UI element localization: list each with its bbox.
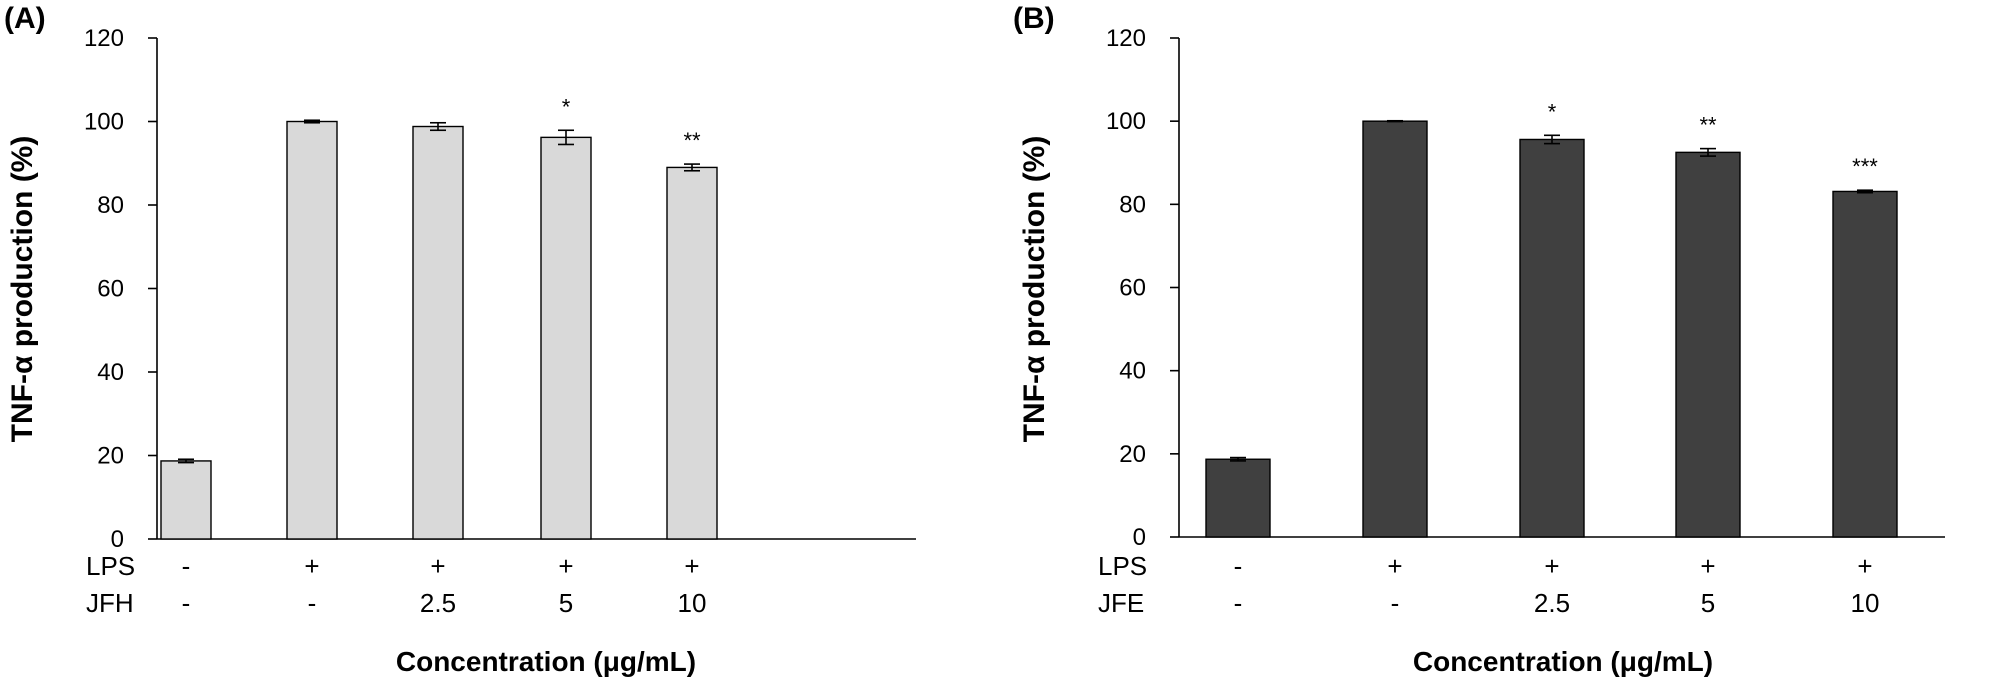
condition-value: + <box>1387 551 1402 581</box>
bar <box>1832 190 1898 538</box>
panel-b-label: (B) <box>1013 2 1055 35</box>
bar <box>160 460 212 540</box>
error-bar <box>558 129 574 146</box>
y-tick-label: 20 <box>1119 441 1146 468</box>
condition-value: + <box>558 551 573 581</box>
bar <box>1362 120 1428 538</box>
panel-b-error-bars <box>1230 119 1873 462</box>
significance-marker: *** <box>1852 154 1878 179</box>
y-tick-label: 80 <box>1119 191 1146 218</box>
panel-b-bars <box>1205 120 1898 538</box>
condition-value: + <box>684 551 699 581</box>
panel-b-condition-rows: - + + + + - - 2.5 5 10 <box>1234 551 1880 618</box>
y-tick-label: 20 <box>97 443 124 470</box>
error-bar <box>1700 147 1716 157</box>
significance-marker: ** <box>683 128 701 153</box>
panel-a-y-ticks: 0 20 40 60 80 100 120 <box>84 25 157 553</box>
condition-value: 10 <box>678 588 707 618</box>
y-tick-label: 80 <box>97 192 124 219</box>
panel-a-label: (A) <box>4 2 46 35</box>
panel-b-y-axis-label: TNF-α production (%) <box>1018 136 1051 443</box>
condition-value: + <box>430 551 445 581</box>
panel-a-row-label-jfh: JFH <box>86 588 134 618</box>
y-tick-label: 0 <box>1133 524 1146 551</box>
panel-a-x-axis-label: Concentration (μg/mL) <box>396 646 696 677</box>
y-tick-label: 0 <box>111 526 124 553</box>
panel-a: (A) TNF-α production (%) 0 20 40 60 80 100 120… <box>4 2 916 677</box>
condition-value: 5 <box>1701 588 1715 618</box>
y-tick-label: 120 <box>1106 25 1146 52</box>
y-tick-label: 100 <box>1106 108 1146 135</box>
error-bar <box>684 163 700 172</box>
panel-a-y-axis-label: TNF-α production (%) <box>6 136 39 443</box>
error-bar <box>178 458 194 464</box>
condition-value: - <box>182 551 191 581</box>
error-bar <box>1544 134 1560 145</box>
bar <box>666 166 718 540</box>
bar <box>286 120 338 540</box>
significance-marker: * <box>562 94 571 119</box>
y-tick-label: 60 <box>97 276 124 303</box>
bar <box>1675 151 1741 538</box>
condition-value: - <box>308 588 317 618</box>
bar <box>1205 458 1271 538</box>
error-bar <box>1230 456 1246 462</box>
condition-value: + <box>1544 551 1559 581</box>
panel-b-significance-markers: ****** <box>1548 99 1879 179</box>
condition-value: 10 <box>1851 588 1880 618</box>
y-tick-label: 100 <box>84 109 124 136</box>
condition-value: - <box>1234 588 1243 618</box>
condition-value: - <box>1391 588 1400 618</box>
panel-b-row-label-jfe: JFE <box>1098 588 1144 618</box>
panel-a-row-label-lps: LPS <box>86 551 135 581</box>
y-tick-label: 120 <box>84 25 124 52</box>
panel-a-significance-markers: *** <box>562 94 701 153</box>
y-tick-label: 40 <box>97 359 124 386</box>
significance-marker: ** <box>1699 113 1717 138</box>
condition-value: 2.5 <box>1534 588 1570 618</box>
bar <box>540 136 592 540</box>
panel-a-error-bars <box>178 119 700 464</box>
condition-value: - <box>182 588 191 618</box>
error-bar <box>304 119 320 124</box>
panel-b: (B) TNF-α production (%) 0 20 40 60 80 100 120… <box>1013 2 1945 677</box>
bar <box>412 125 464 540</box>
significance-marker: * <box>1548 99 1557 124</box>
error-bar <box>1857 189 1873 194</box>
error-bar <box>430 121 446 132</box>
panel-b-y-ticks: 0 20 40 60 80 100 120 <box>1106 25 1179 551</box>
bar <box>1519 138 1585 538</box>
condition-value: + <box>1700 551 1715 581</box>
panel-a-bars <box>160 120 718 540</box>
condition-value: 5 <box>559 588 573 618</box>
panel-b-row-label-lps: LPS <box>1098 551 1147 581</box>
panel-a-condition-rows: - + + + + - - 2.5 5 10 <box>182 551 707 618</box>
y-tick-label: 60 <box>1119 275 1146 302</box>
panel-b-x-axis-label: Concentration (μg/mL) <box>1413 646 1713 677</box>
condition-value: + <box>1857 551 1872 581</box>
condition-value: 2.5 <box>420 588 456 618</box>
error-bar <box>1387 119 1403 123</box>
y-tick-label: 40 <box>1119 358 1146 385</box>
condition-value: + <box>304 551 319 581</box>
condition-value: - <box>1234 551 1243 581</box>
